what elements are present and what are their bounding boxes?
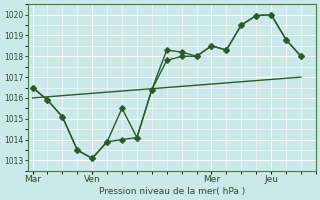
X-axis label: Pression niveau de la mer( hPa ): Pression niveau de la mer( hPa ) bbox=[99, 187, 245, 196]
